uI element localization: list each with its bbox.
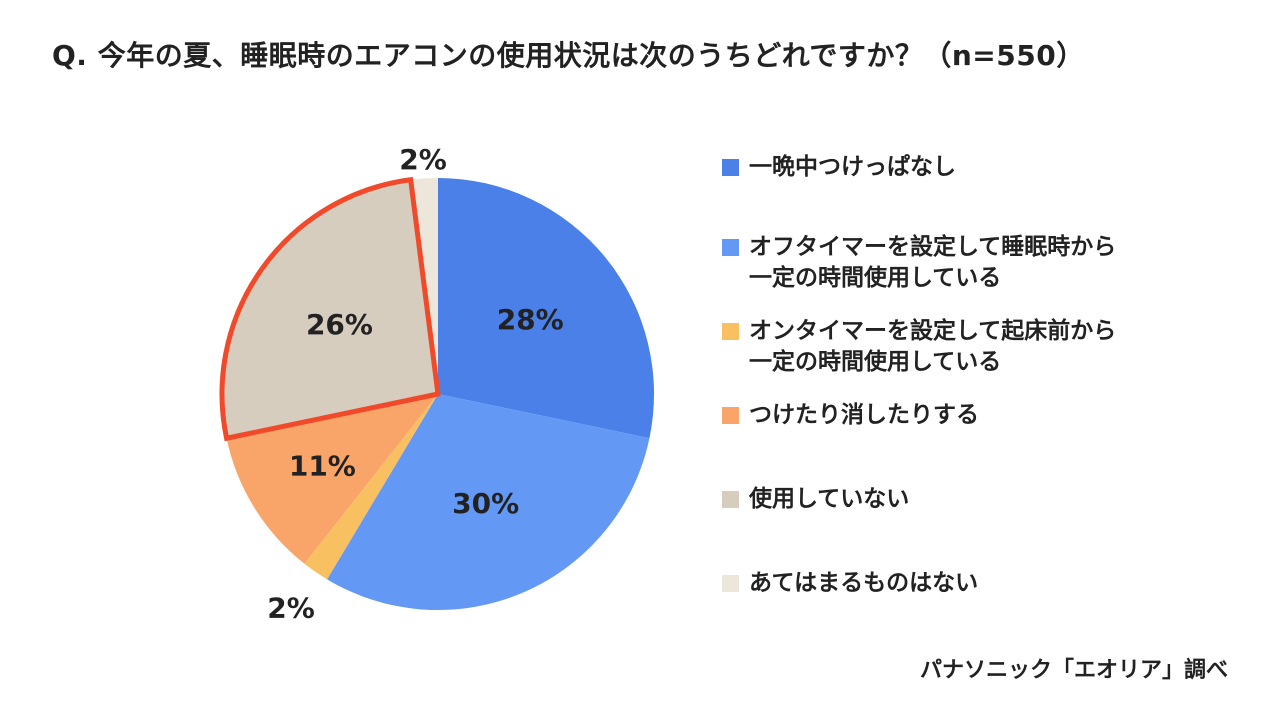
pie-chart: 28% 30% 2% 11% 26% 2% (219, 143, 655, 624)
legend-item-on-timer: オンタイマーを設定して起床前から 一定の時間使用している (722, 316, 1116, 378)
legend-swatch (722, 159, 739, 176)
legend-swatch (722, 491, 739, 508)
data-label-on-timer: 2% (267, 591, 315, 624)
legend-swatch (722, 575, 739, 592)
source-note: パナソニック「エオリア」調べ (919, 658, 1228, 683)
pie-slice-not-used (221, 179, 438, 439)
legend: 一晩中つけっぱなし オフタイマーを設定して睡眠時から 一定の時間使用している オ… (722, 0, 1242, 720)
data-label-all-night: 28% (497, 303, 564, 336)
pie-slice-off-timer (327, 394, 650, 610)
legend-label: 一晩中つけっぱなし (749, 154, 956, 180)
legend-swatch (722, 407, 739, 424)
legend-swatch (722, 323, 739, 340)
legend-label: オフタイマーを設定して睡眠時から 一定の時間使用している (749, 234, 1117, 291)
highlight-outline (219, 176, 441, 442)
data-label-off-timer: 30% (452, 487, 519, 520)
legend-item-none-apply: あてはまるものはない (722, 568, 978, 599)
data-label-not-used: 26% (306, 308, 373, 341)
data-label-on-off: 11% (289, 450, 356, 483)
legend-label: つけたり消したりする (749, 402, 979, 428)
legend-swatch (722, 239, 739, 256)
data-label-none-apply: 2% (399, 143, 447, 176)
legend-item-on-off: つけたり消したりする (722, 400, 979, 431)
legend-label: 使用していない (749, 486, 910, 512)
legend-label: あてはまるものはない (749, 570, 979, 596)
pie-slice-on-off (226, 394, 438, 564)
chart-title: Q. 今年の夏、睡眠時のエアコンの使用状況は次のうちどれですか？（n=550） (52, 39, 1085, 72)
legend-item-off-timer: オフタイマーを設定して睡眠時から 一定の時間使用している (722, 232, 1116, 294)
pie-slice-on-timer (304, 394, 438, 580)
legend-item-all-night: 一晩中つけっぱなし (722, 152, 956, 183)
legend-label: オンタイマーを設定して起床前から 一定の時間使用している (749, 318, 1117, 375)
pie-slice-all-night (438, 178, 655, 439)
legend-item-not-used: 使用していない (722, 484, 909, 515)
